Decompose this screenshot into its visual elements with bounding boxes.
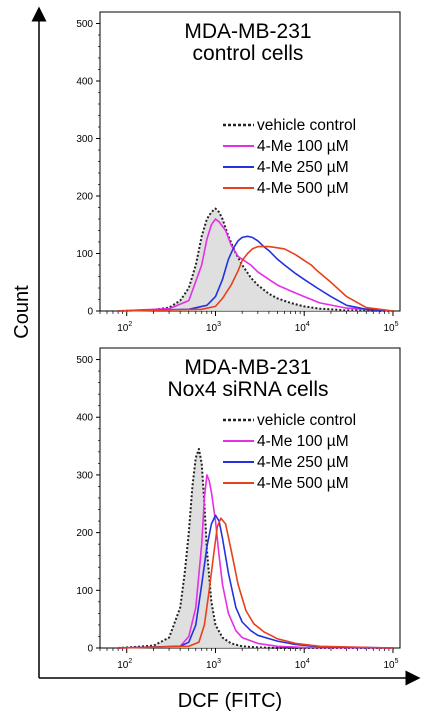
x-tick-label: 104 — [295, 658, 310, 671]
x-tick-label: 102 — [117, 658, 132, 671]
x-tick-label: 103 — [206, 658, 221, 671]
panel-title-line: MDA-MB-231 — [184, 20, 311, 43]
legend-label: 4-Me 500 µM — [257, 475, 349, 492]
series-line-2 — [118, 235, 394, 312]
series-line-3 — [118, 245, 394, 312]
series-line-1 — [118, 474, 394, 649]
y-tick-label: 0 — [87, 644, 93, 655]
series-line-3 — [118, 517, 394, 649]
x-tick-label: 102 — [117, 321, 132, 334]
series-line-0 — [118, 448, 393, 649]
x-tick-label: 105 — [383, 321, 398, 334]
y-tick-label: 200 — [76, 192, 93, 203]
series-line-2 — [118, 514, 394, 649]
legend-label: vehicle control — [257, 412, 356, 429]
y-tick-label: 500 — [76, 19, 93, 30]
y-tick-label: 100 — [76, 586, 93, 597]
y-axis-label: Count — [11, 285, 33, 339]
y-tick-label: 100 — [76, 249, 93, 260]
x-tick-label: 103 — [206, 321, 221, 334]
y-tick-label: 500 — [76, 355, 93, 366]
series-line-0 — [118, 207, 394, 312]
series-line-1 — [118, 218, 394, 312]
y-tick-label: 300 — [76, 134, 93, 145]
panel-title-line: control cells — [193, 42, 304, 65]
legend-label: 4-Me 250 µM — [257, 454, 349, 471]
legend-label: vehicle control — [257, 117, 356, 134]
legend-label: 4-Me 100 µM — [257, 138, 349, 155]
y-tick-label: 200 — [76, 528, 93, 539]
y-tick-label: 400 — [76, 413, 93, 424]
x-axis-label: DCF (FITC) — [178, 690, 282, 712]
y-tick-label: 300 — [76, 470, 93, 481]
y-tick-label: 0 — [87, 307, 93, 318]
legend-label: 4-Me 500 µM — [257, 180, 349, 197]
x-tick-label: 105 — [383, 658, 398, 671]
chart-panel-nox4: 0 100 200 300 400 500 102 103 104 105 MDA-MB-231No… — [76, 347, 401, 671]
legend-label: 4-Me 250 µM — [257, 159, 349, 176]
panel-title-line: MDA-MB-231 — [184, 356, 311, 379]
panel-title-line: Nox4 siRNA cells — [167, 378, 328, 401]
series-fill-vehicle-control — [118, 208, 393, 311]
series-fill-vehicle-control — [118, 449, 393, 648]
y-tick-label: 400 — [76, 77, 93, 88]
legend-label: 4-Me 100 µM — [257, 433, 349, 450]
x-tick-label: 104 — [295, 321, 310, 334]
chart-panel-control: 0 100 200 300 400 500 102 103 104 105 MDA-MB-231co… — [76, 11, 401, 334]
